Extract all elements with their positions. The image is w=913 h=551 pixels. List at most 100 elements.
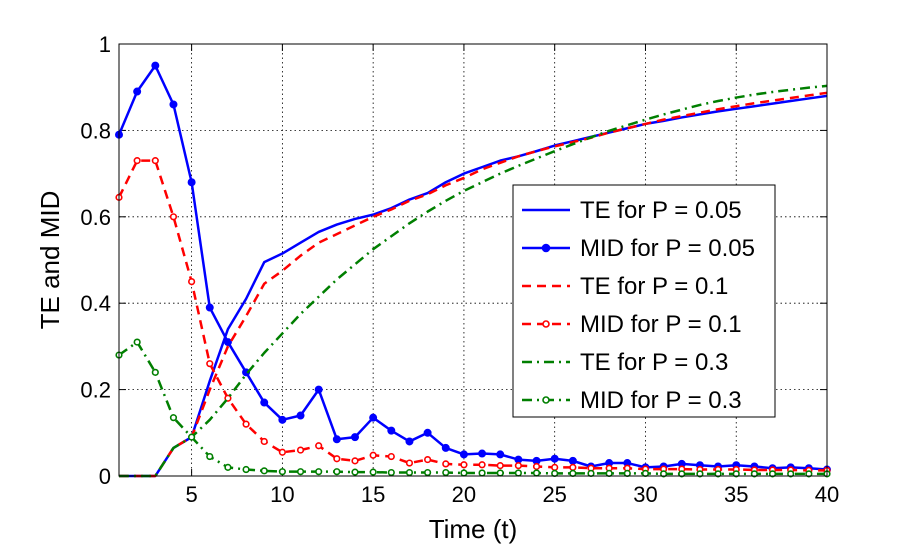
data-point xyxy=(678,470,686,478)
x-tick-label: 30 xyxy=(633,482,657,507)
data-point xyxy=(387,426,396,435)
data-point xyxy=(315,468,323,476)
data-point xyxy=(369,468,377,476)
data-point xyxy=(514,462,522,470)
data-point xyxy=(387,468,395,477)
data-point xyxy=(151,368,159,376)
data-point xyxy=(296,468,305,476)
data-point xyxy=(387,452,395,461)
legend-item: TE for P = 0.3 xyxy=(522,349,728,376)
data-point xyxy=(496,450,505,459)
x-axis-label: Time (t) xyxy=(429,514,518,544)
y-tick-label: 0.6 xyxy=(80,205,111,230)
series-te-for-p-0-1 xyxy=(119,91,828,478)
data-point xyxy=(369,451,377,459)
x-tick-label: 5 xyxy=(185,482,197,507)
data-point xyxy=(514,455,523,464)
data-point xyxy=(551,463,559,471)
series-line-mid-for-p-0-05 xyxy=(117,64,828,471)
data-point xyxy=(478,449,487,458)
data-point xyxy=(568,456,577,465)
data-point xyxy=(787,470,795,478)
data-point xyxy=(133,87,142,96)
data-point xyxy=(423,428,432,437)
series-mid-for-p-0-1 xyxy=(115,157,831,474)
data-point xyxy=(551,469,559,478)
axes-frame xyxy=(118,43,828,477)
data-point xyxy=(587,469,595,478)
data-point xyxy=(242,420,250,428)
data-point xyxy=(441,443,450,452)
data-point xyxy=(332,435,341,444)
data-point xyxy=(260,398,269,407)
series-line-mid-for-p-0-3 xyxy=(118,340,827,476)
x-tick-label: 20 xyxy=(452,482,476,507)
data-point xyxy=(496,469,504,477)
data-point xyxy=(278,468,286,476)
data-point xyxy=(224,463,232,471)
series-line-te-for-p-0-05 xyxy=(119,94,828,478)
data-point xyxy=(532,462,541,471)
data-point xyxy=(260,467,268,475)
data-point xyxy=(532,469,541,477)
series-te-for-p-0-3 xyxy=(119,84,828,478)
data-point xyxy=(623,469,631,478)
data-point xyxy=(278,415,287,424)
legend-label: TE for P = 0.05 xyxy=(580,197,742,224)
series-mid-for-p-0-3 xyxy=(115,338,831,478)
legend-box xyxy=(512,184,776,418)
legend-label: TE for P = 0.1 xyxy=(580,273,728,300)
legend-item: MID for P = 0.3 xyxy=(522,387,742,414)
data-point xyxy=(442,468,450,477)
series-te-for-p-0-05 xyxy=(119,94,828,478)
data-point xyxy=(169,100,178,109)
data-point xyxy=(315,442,323,450)
data-point xyxy=(169,213,178,221)
legend-item: TE for P = 0.1 xyxy=(522,273,728,300)
data-point xyxy=(206,452,214,461)
y-tick-label: 0 xyxy=(99,464,111,489)
data-point xyxy=(333,455,341,463)
data-point xyxy=(351,468,359,476)
series-line-te-for-p-0-1 xyxy=(119,91,828,478)
data-point xyxy=(314,385,323,394)
data-point xyxy=(242,465,250,474)
data-point xyxy=(459,450,468,459)
y-axis-label: TE and MID xyxy=(35,191,65,330)
data-point xyxy=(223,338,232,347)
legend-item: MID for P = 0.1 xyxy=(522,311,742,338)
data-point xyxy=(205,303,214,312)
data-point xyxy=(569,463,577,471)
x-tick-label: 25 xyxy=(542,482,566,507)
x-tick-label: 35 xyxy=(724,482,748,507)
data-point xyxy=(188,433,196,441)
legend-marker xyxy=(542,396,550,404)
data-point xyxy=(405,459,414,467)
data-point xyxy=(333,468,341,476)
y-tick-label: 0.4 xyxy=(80,291,111,316)
data-point xyxy=(514,469,522,477)
data-point xyxy=(714,470,722,478)
data-point xyxy=(424,455,432,464)
data-point xyxy=(296,446,305,454)
data-point xyxy=(496,462,504,470)
legend-label: MID for P = 0.3 xyxy=(580,387,742,414)
data-point xyxy=(424,468,432,477)
data-point xyxy=(550,454,559,463)
data-point xyxy=(224,394,232,402)
data-point xyxy=(768,470,777,478)
data-point xyxy=(478,461,486,469)
y-tick-label: 1 xyxy=(99,32,111,57)
x-tick-label: 10 xyxy=(270,482,294,507)
data-point xyxy=(660,470,668,478)
legend-label: TE for P = 0.3 xyxy=(580,349,728,376)
data-point xyxy=(187,178,196,187)
data-point xyxy=(750,470,758,478)
data-point xyxy=(260,437,268,446)
data-point xyxy=(442,460,450,468)
data-point xyxy=(460,469,468,477)
data-point xyxy=(278,448,286,456)
series-line-te-for-p-0-3 xyxy=(119,84,828,478)
data-point xyxy=(805,470,813,478)
